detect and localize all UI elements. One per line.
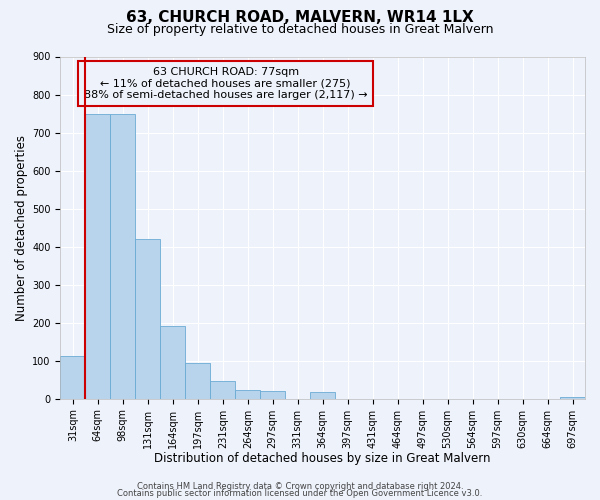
Bar (110, 114, 136, 399)
Bar (136, 239, 160, 398)
Bar (560, 397, 585, 398)
Text: 63 CHURCH ROAD: 77sqm
← 11% of detached houses are smaller (275)
88% of semi-det: 63 CHURCH ROAD: 77sqm ← 11% of detached … (84, 67, 367, 100)
Y-axis label: Number of detached properties: Number of detached properties (15, 134, 28, 320)
Bar (61, 356, 85, 399)
Text: 63, CHURCH ROAD, MALVERN, WR14 1LX: 63, CHURCH ROAD, MALVERN, WR14 1LX (126, 10, 474, 25)
Bar (210, 381, 235, 398)
X-axis label: Distribution of detached houses by size in Great Malvern: Distribution of detached houses by size … (154, 452, 491, 465)
Bar (185, 362, 210, 398)
Text: Contains HM Land Registry data © Crown copyright and database right 2024.: Contains HM Land Registry data © Crown c… (137, 482, 463, 491)
Bar (260, 391, 285, 398)
Bar (310, 392, 335, 398)
Bar (160, 326, 185, 398)
Text: Size of property relative to detached houses in Great Malvern: Size of property relative to detached ho… (107, 22, 493, 36)
Bar (85, 114, 110, 399)
Text: Contains public sector information licensed under the Open Government Licence v3: Contains public sector information licen… (118, 489, 482, 498)
Bar (235, 390, 260, 398)
